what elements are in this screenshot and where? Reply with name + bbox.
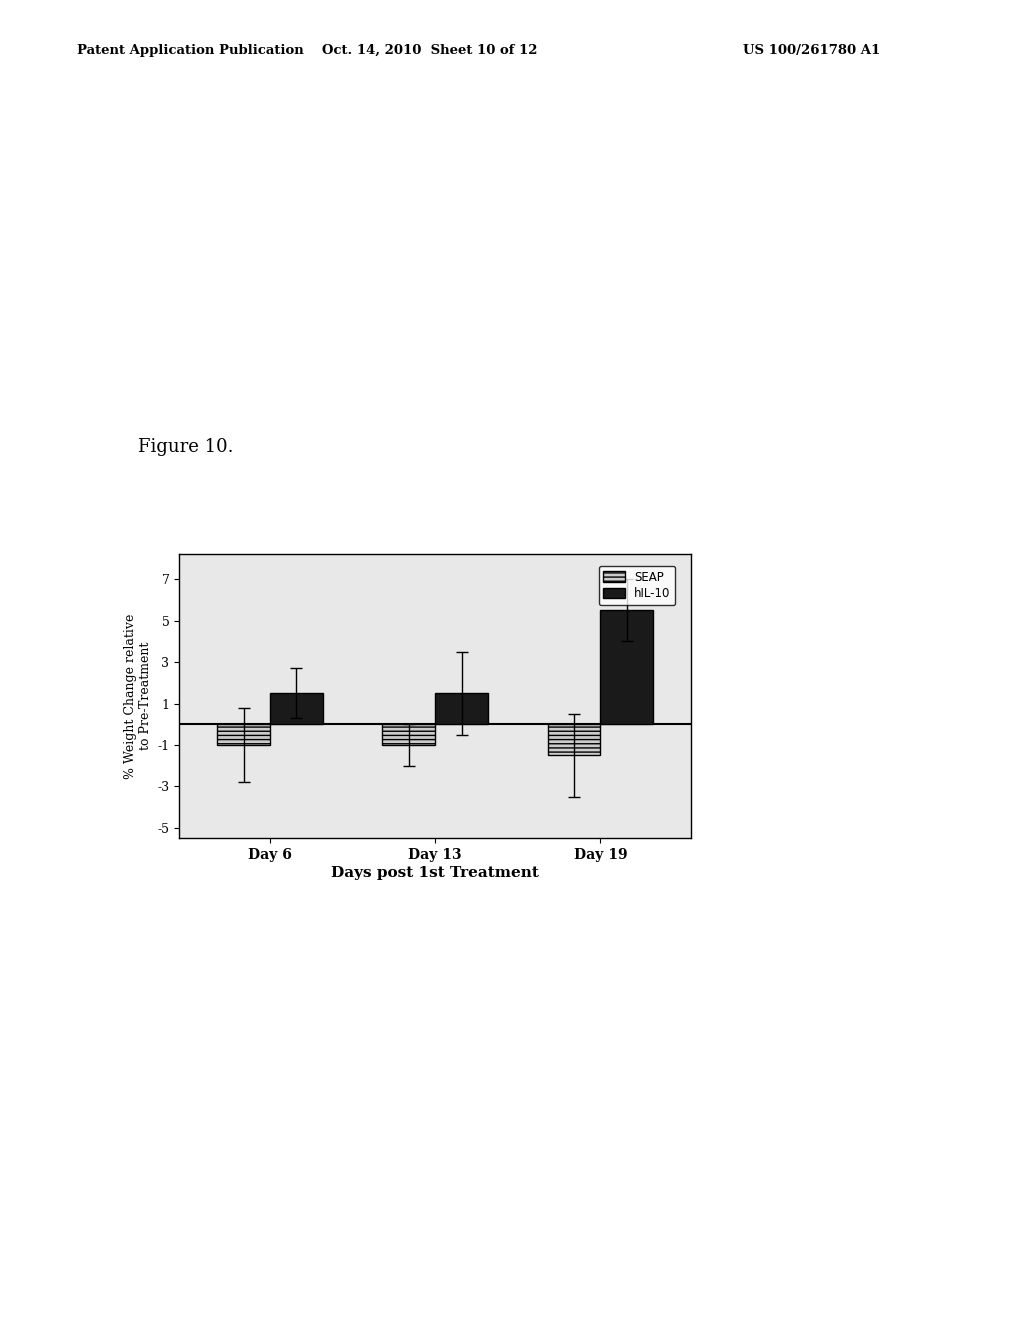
Bar xyxy=(435,693,488,725)
Text: US 100/261780 A1: US 100/261780 A1 xyxy=(743,44,881,57)
X-axis label: Days post 1st Treatment: Days post 1st Treatment xyxy=(331,866,540,880)
Bar xyxy=(382,725,435,744)
Y-axis label: % Weight Change relative
to Pre-Treatment: % Weight Change relative to Pre-Treatmen… xyxy=(124,614,152,779)
Bar xyxy=(217,725,270,744)
Text: Patent Application Publication: Patent Application Publication xyxy=(77,44,303,57)
Text: Figure 10.: Figure 10. xyxy=(138,438,233,457)
Bar xyxy=(548,725,600,755)
Bar xyxy=(600,610,653,725)
Bar xyxy=(270,693,323,725)
Text: Oct. 14, 2010  Sheet 10 of 12: Oct. 14, 2010 Sheet 10 of 12 xyxy=(323,44,538,57)
Legend: SEAP, hIL-10: SEAP, hIL-10 xyxy=(599,566,675,605)
